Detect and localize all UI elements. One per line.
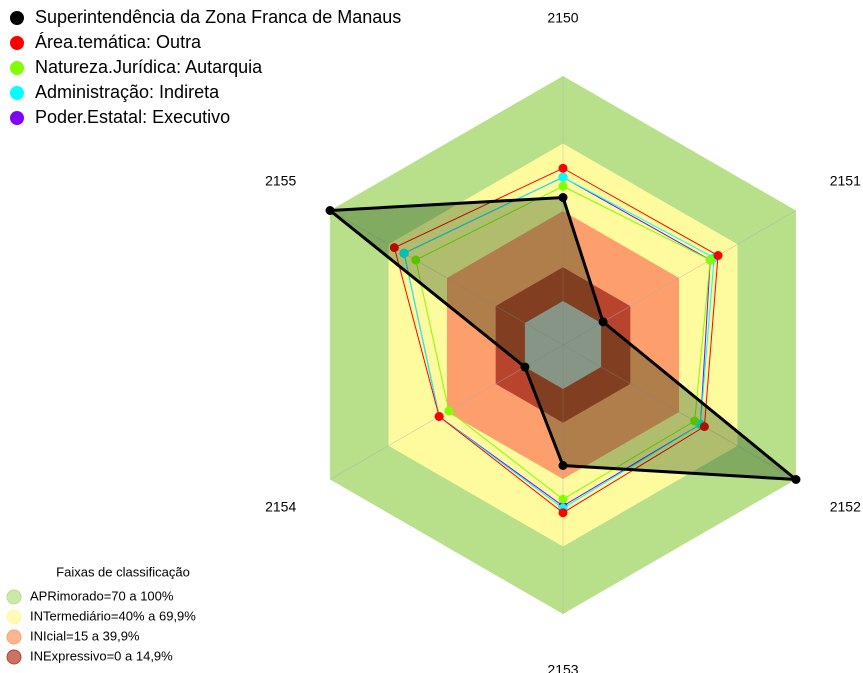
point — [791, 475, 801, 484]
legend-label: Área.temática: Outra — [35, 32, 202, 52]
legend-label: Poder.Estatal: Executivo — [35, 107, 230, 127]
bands-marker — [6, 629, 22, 645]
legend-marker — [10, 111, 24, 125]
axis-label: 2155 — [265, 173, 296, 189]
point — [690, 416, 700, 426]
spoke — [562, 344, 797, 480]
legend-marker — [10, 11, 24, 25]
point — [558, 181, 568, 191]
bands-marker — [6, 649, 22, 665]
bands-label: INExpressivo=0 a 14,9% — [30, 648, 173, 663]
point — [699, 422, 709, 432]
bands-label: INTermediário=40% a 69,9% — [30, 608, 196, 623]
point — [558, 193, 568, 202]
bands-label: APRimorado=70 a 100% — [30, 588, 174, 603]
axis-label: 2151 — [830, 173, 861, 189]
bands-marker — [6, 609, 22, 625]
axis-label: 2152 — [830, 499, 861, 515]
legend-marker — [10, 86, 24, 100]
point — [558, 172, 568, 182]
point — [325, 206, 335, 215]
bands-title: Faixas de classificação — [56, 564, 190, 579]
legend-label: Natureza.Jurídica: Autarquia — [35, 57, 263, 77]
axis-label: 2153 — [547, 662, 578, 673]
bands-marker — [6, 589, 22, 605]
axis-label: 2154 — [265, 499, 296, 515]
point — [520, 362, 530, 372]
point — [705, 255, 715, 265]
point — [444, 406, 454, 416]
point — [713, 251, 723, 260]
bands-label: INIcial=15 a 39,9% — [30, 628, 140, 643]
point — [598, 317, 608, 327]
point — [411, 255, 421, 265]
point — [558, 461, 568, 470]
point — [558, 508, 568, 518]
point — [389, 243, 399, 253]
point — [399, 248, 409, 258]
legend-label: Administração: Indireta — [35, 82, 220, 102]
point — [434, 412, 444, 421]
point — [558, 494, 568, 504]
point — [558, 163, 568, 173]
legend-label: Superintendência da Zona Franca de Manau… — [35, 7, 401, 27]
legend-marker — [10, 61, 24, 75]
spoke — [329, 210, 564, 346]
legend-marker — [10, 36, 24, 50]
axis-label: 2150 — [547, 10, 578, 26]
